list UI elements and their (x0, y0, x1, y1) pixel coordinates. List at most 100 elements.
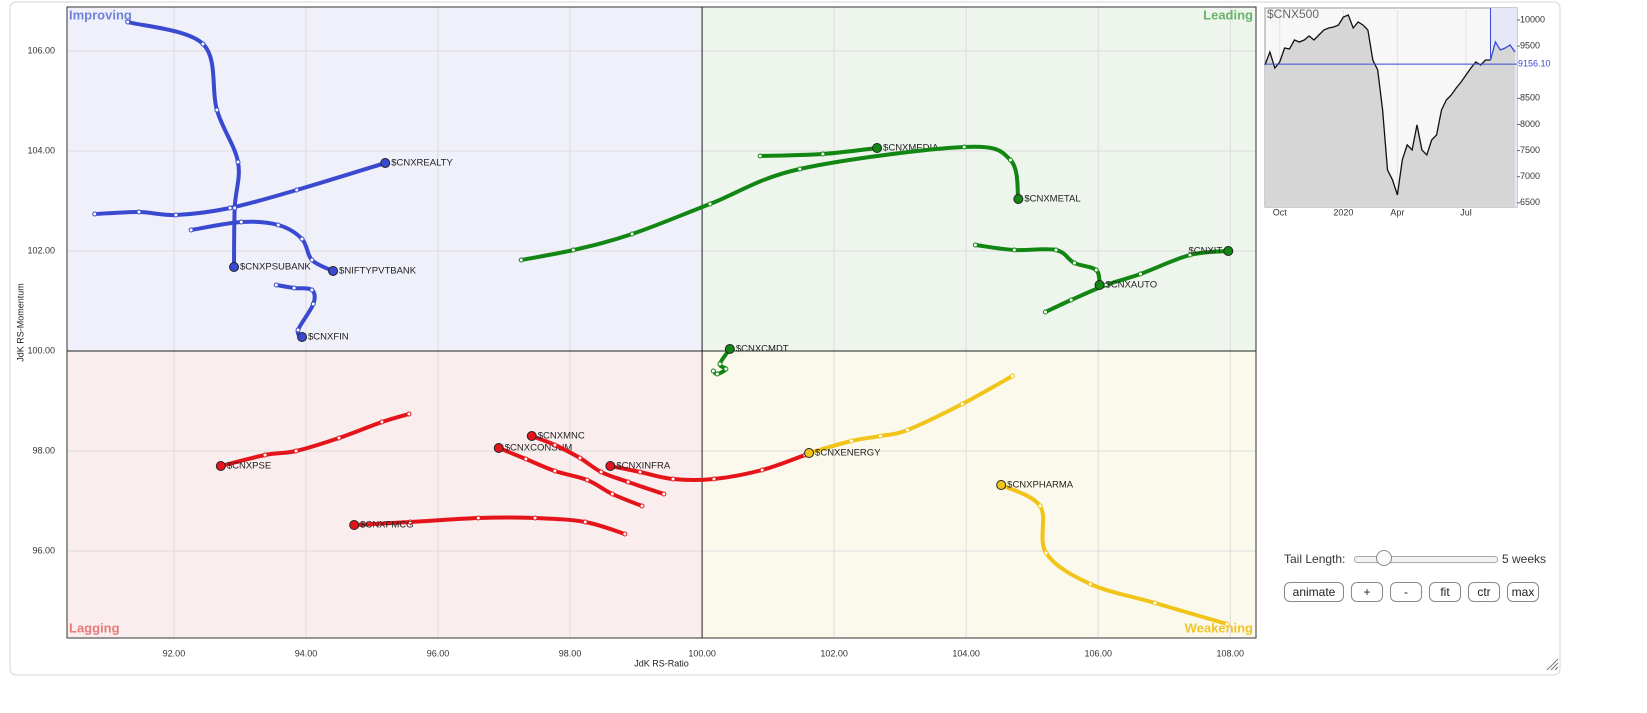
control-button[interactable]: + (1351, 582, 1383, 602)
series-label: $CNXCONSUM (505, 443, 573, 454)
tail-point (661, 491, 667, 497)
tail-point (723, 366, 729, 372)
series-label: $CNXCMDT (736, 344, 789, 355)
tail-point (757, 153, 763, 159)
tail-point (629, 231, 635, 237)
tail-point (1042, 309, 1048, 315)
x-axis-label: JdK RS-Ratio (634, 658, 689, 668)
quadrant (67, 7, 703, 351)
tail-point (299, 236, 305, 242)
tail-point (173, 212, 179, 218)
head-point (872, 143, 883, 153)
quadrant (702, 351, 1256, 638)
tail-point (848, 438, 854, 444)
control-button[interactable]: fit (1429, 582, 1461, 602)
y-tick-label: 96.00 (32, 545, 55, 555)
tail-point (1007, 157, 1013, 163)
price-line-tail (1489, 40, 1516, 61)
tail-point (188, 227, 194, 233)
x-tick-label: Oct (1273, 207, 1288, 217)
control-button[interactable]: animate (1284, 582, 1344, 602)
head-point (804, 448, 815, 458)
y-tick-label: 98.00 (32, 445, 55, 455)
tail-point (1137, 271, 1143, 277)
tail-point (200, 41, 206, 47)
head-point (1223, 246, 1234, 256)
control-button[interactable]: max (1507, 582, 1539, 602)
tail-slider-thumb[interactable] (1376, 550, 1392, 566)
head-point (380, 158, 391, 168)
tail-point (609, 491, 615, 497)
price-area (1265, 15, 1515, 207)
tail-line (1043, 249, 1231, 314)
tail-point (639, 503, 645, 509)
tail-point (291, 285, 297, 291)
tail-point (1093, 267, 1099, 273)
tail-point (1187, 252, 1193, 258)
head-point (328, 266, 339, 276)
y-tick-label: 10000 (1520, 14, 1545, 24)
head-point (724, 344, 735, 354)
tail-point (759, 467, 765, 473)
price-line (1264, 14, 1491, 196)
y-tick-label: 104.00 (27, 145, 55, 155)
x-tick-label: 100.00 (688, 648, 716, 658)
tail-point (309, 257, 315, 263)
tail-point (406, 411, 412, 417)
tail-line (519, 144, 1021, 262)
tail-slider[interactable] (1354, 556, 1498, 563)
series-label: $CNXPSE (227, 461, 271, 472)
series-label: $CNXINFRA (616, 461, 671, 472)
control-button[interactable]: - (1390, 582, 1422, 602)
tail-point (235, 159, 241, 165)
tail-point (625, 479, 631, 485)
reference-label: 9156.10 (1518, 58, 1551, 68)
series-label: $CNXREALTY (391, 158, 453, 169)
y-tick-label: 9500 (1520, 41, 1540, 51)
tail-point (92, 211, 98, 217)
tail-point (552, 442, 558, 448)
tail-point (309, 287, 315, 293)
series-label: $CNXFIN (308, 332, 349, 343)
tail-point (904, 427, 910, 433)
x-tick-label: Apr (1390, 207, 1404, 217)
control-button[interactable]: ctr (1468, 582, 1500, 602)
tail-point (1053, 247, 1059, 253)
y-tick-label: 7500 (1520, 145, 1540, 155)
tail-point (797, 166, 803, 172)
inset-title: $CNX500 (1267, 7, 1319, 21)
y-axis-label: JdK RS-Momentum (15, 283, 25, 362)
tail-point (622, 531, 628, 537)
series-label: $CNXMNC (538, 431, 585, 442)
tail-point (582, 519, 588, 525)
tail-point (707, 201, 713, 207)
series-label: $CNXENERGY (815, 448, 881, 459)
head-point (1013, 194, 1024, 204)
series-label: $CNXPSUBANK (240, 262, 311, 273)
head-point (229, 262, 240, 272)
tail-point (275, 222, 281, 228)
x-tick-label: 2020 (1333, 207, 1353, 217)
quadrant-label: Weakening (1185, 620, 1253, 635)
y-tick-label: 8000 (1520, 119, 1540, 129)
tail-point (1087, 581, 1093, 587)
tail-point (959, 401, 965, 407)
tail-point (293, 448, 299, 454)
head-point (297, 332, 308, 342)
tail-point (295, 327, 301, 333)
tail-point (717, 361, 723, 367)
tail-point (1043, 550, 1049, 556)
tail-point (518, 257, 524, 263)
tail-point (961, 144, 967, 150)
tail-point (637, 469, 643, 475)
tail-point (598, 469, 604, 475)
tail-length-value: 5 weeks (1502, 552, 1547, 566)
tail-point (552, 468, 558, 474)
resize-handle (1546, 658, 1559, 671)
x-tick-label: 92.00 (163, 648, 186, 658)
tail-point (710, 368, 716, 374)
quadrant (702, 7, 1256, 351)
tail-point (294, 187, 300, 193)
